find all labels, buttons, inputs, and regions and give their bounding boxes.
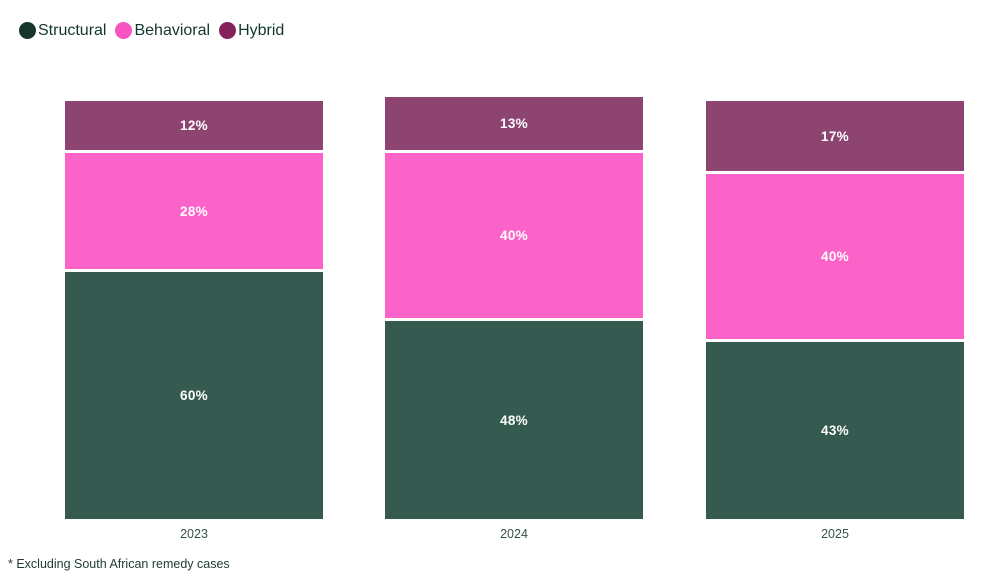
segment-value-label: 17% — [821, 128, 849, 144]
chart-legend: Structural Behavioral Hybrid — [19, 22, 284, 39]
hybrid-legend-swatch-icon — [219, 22, 237, 39]
behavioral-legend-swatch-icon — [115, 22, 133, 39]
structural-legend-swatch-icon — [19, 22, 36, 39]
legend-label: Structural — [38, 21, 107, 39]
bar-segment-2024-behavioral: 40% — [385, 153, 643, 319]
bar-segment-2025-structural: 43% — [706, 341, 964, 519]
chart-footnote: * Excluding South African remedy cases — [8, 557, 230, 571]
x-axis-label-2025: 2025 — [821, 527, 849, 541]
bar-segment-2023-hybrid: 12% — [65, 101, 323, 151]
segment-value-label: 12% — [180, 118, 208, 134]
bar-segment-2023-behavioral: 28% — [65, 153, 323, 269]
legend-label: Behavioral — [134, 21, 211, 39]
bar-2023: 12% 28% 60% — [65, 101, 323, 519]
bar-2024: 13% 40% 48% — [385, 96, 643, 519]
bar-segment-2024-hybrid: 13% — [385, 96, 643, 151]
bar-2025: 17% 40% 43% — [706, 101, 964, 519]
x-axis-label-2024: 2024 — [500, 527, 528, 541]
legend-item-behavioral: Behavioral — [115, 22, 210, 39]
bar-segment-2023-structural: 60% — [65, 271, 323, 519]
bar-segment-2024-structural: 48% — [385, 321, 643, 519]
segment-value-label: 40% — [821, 248, 849, 264]
x-axis-label-2023: 2023 — [180, 527, 208, 541]
segment-value-label: 60% — [180, 387, 208, 403]
segment-value-label: 13% — [500, 116, 528, 132]
bar-segment-2025-behavioral: 40% — [706, 174, 964, 339]
legend-label: Hybrid — [238, 21, 285, 39]
segment-value-label: 40% — [500, 228, 528, 244]
segment-value-label: 28% — [180, 203, 208, 219]
bar-segment-2025-hybrid: 17% — [706, 101, 964, 172]
segment-value-label: 43% — [821, 422, 849, 438]
legend-item-hybrid: Hybrid — [219, 22, 284, 39]
segment-value-label: 48% — [500, 412, 528, 428]
legend-item-structural: Structural — [19, 22, 106, 39]
